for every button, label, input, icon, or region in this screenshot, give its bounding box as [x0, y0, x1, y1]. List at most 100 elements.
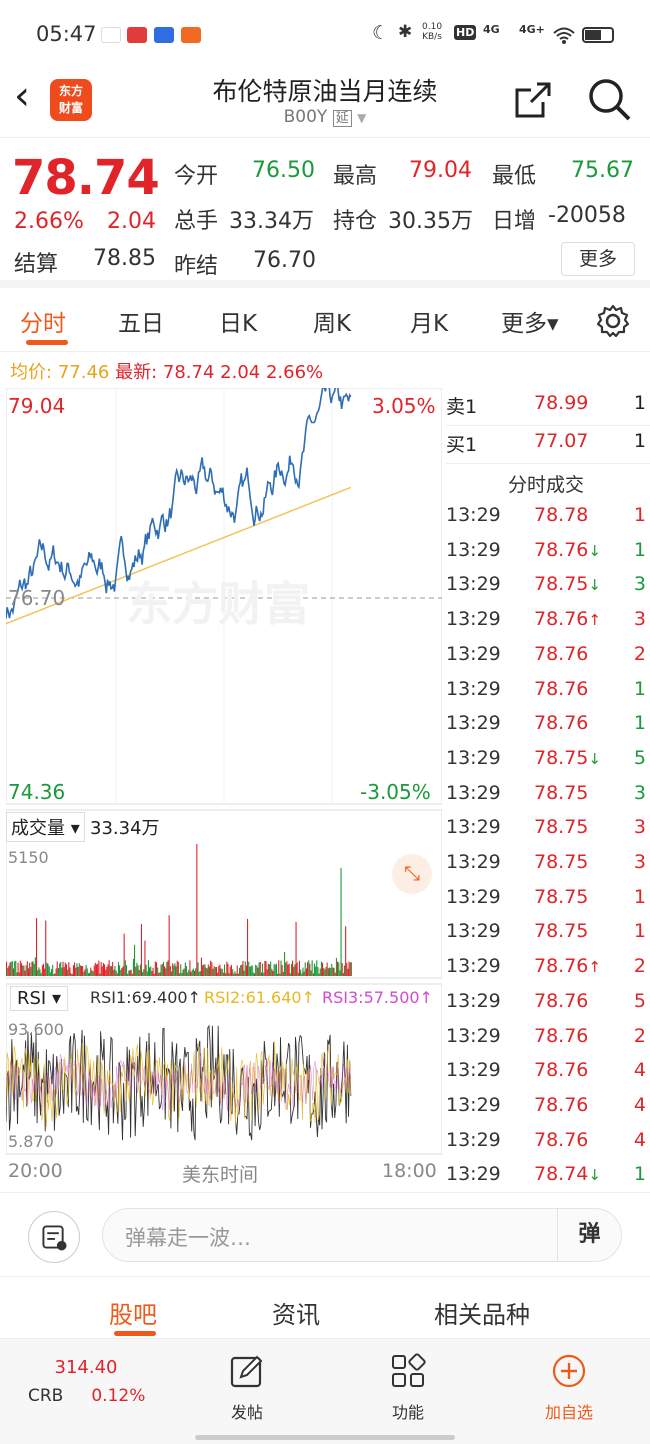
share-icon[interactable] [513, 80, 553, 120]
rsi-dropdown[interactable]: RSI ▾ [10, 986, 69, 1011]
trade-row: 13:29 78.76↑ 2 [446, 955, 650, 989]
trade-time: 13:29 [446, 538, 501, 561]
volume-bar [339, 970, 341, 976]
volume-bar [121, 968, 123, 976]
volume-bar [139, 964, 141, 976]
volume-bar [346, 962, 348, 976]
volume-bar [55, 968, 57, 976]
change-percent: 2.66% [14, 209, 84, 234]
trade-arrow-icon: ↓ [588, 576, 601, 595]
trade-time: 13:29 [446, 989, 501, 1012]
volume-bar [340, 868, 342, 976]
alipay-icon [154, 27, 174, 43]
danmu-input[interactable]: 弹幕走一波… 弹 [102, 1208, 622, 1262]
volume-bar [241, 964, 243, 976]
more-quote-button[interactable]: 更多 [561, 242, 635, 276]
avg-price-line [6, 486, 352, 625]
volume-bar [295, 922, 297, 976]
volume-bar [111, 966, 113, 976]
volume-bar [173, 965, 175, 976]
add-watchlist-button[interactable]: 加自选 [534, 1353, 604, 1423]
comment-list-icon[interactable] [28, 1211, 80, 1263]
search-icon[interactable] [586, 76, 632, 122]
ref-price-label: 76.70 [8, 586, 66, 610]
volume-bar [130, 969, 132, 976]
volume-bar [207, 964, 209, 976]
volume-bar [77, 967, 79, 976]
bluetooth-icon: ✱ [398, 22, 413, 42]
volume-bar [61, 967, 63, 976]
volume-bar [99, 973, 101, 976]
volume-bar [304, 962, 306, 976]
chart-tabs: 分时 五日 日K 周K 月K 更多▾ [0, 296, 650, 352]
trade-volume: 1 [633, 538, 646, 561]
rsi2-value: RSI2:61.640↑ [204, 988, 315, 1007]
gear-icon[interactable] [596, 304, 630, 338]
tab-related[interactable]: 相关品种 [434, 1301, 530, 1329]
tab-monthly-k[interactable]: 月K [410, 311, 449, 337]
volume-bar [188, 970, 190, 976]
volume-bar [107, 964, 109, 976]
trade-row: 13:29 78.75 1 [446, 886, 650, 920]
wifi-icon [553, 27, 575, 44]
volume-bar [229, 966, 231, 976]
tab-more[interactable]: 更多▾ [501, 311, 559, 337]
moon-icon: ☾ [372, 22, 390, 44]
volume-bar [64, 962, 66, 976]
trade-time: 13:29 [446, 781, 501, 804]
volume-bar [316, 960, 318, 976]
volume-bar [234, 971, 236, 976]
volume-bar [122, 966, 124, 976]
volume-bar [309, 963, 311, 976]
volume-dropdown[interactable]: 成交量 ▾ [6, 812, 85, 842]
volume-bar [59, 963, 61, 976]
volume-bar [153, 973, 155, 976]
volume-bar [94, 963, 96, 976]
function-button[interactable]: 功能 [373, 1353, 443, 1423]
trade-time: 13:29 [446, 642, 501, 665]
crb-index[interactable]: 314.40 CRB 0.12% [28, 1357, 146, 1406]
tab-intraday[interactable]: 分时 [20, 311, 66, 337]
rsi1-value: RSI1:69.400↑ [90, 988, 201, 1007]
post-button[interactable]: 发帖 [212, 1353, 282, 1423]
danmu-toggle-button[interactable]: 弹 [557, 1209, 621, 1261]
volume-bar [70, 973, 72, 976]
plus-circle-icon [552, 1354, 586, 1388]
volume-bar [226, 961, 228, 976]
volume-bar [209, 966, 211, 976]
expand-icon[interactable]: ⤡ [392, 854, 432, 894]
intraday-chart[interactable]: 东方财富 79.04 3.05% 76.70 74.36 -3.05% 成交量 … [6, 388, 442, 1188]
trade-volume: 1 [633, 677, 646, 700]
volume-bar [237, 973, 239, 976]
volume-bar [258, 962, 260, 976]
tab-weekly-k[interactable]: 周K [313, 311, 352, 337]
back-icon[interactable]: ‹ [14, 73, 30, 119]
tab-forum[interactable]: 股吧 [109, 1301, 157, 1329]
tab-five-day[interactable]: 五日 [118, 311, 164, 337]
volume-bar [106, 966, 108, 976]
tab-news[interactable]: 资讯 [272, 1301, 320, 1329]
trade-row: 13:29 78.75 3 [446, 816, 650, 850]
trade-price: 78.75↓ [534, 746, 601, 769]
volume-bar [33, 963, 35, 976]
trade-volume: 1 [633, 712, 646, 735]
volume-bar [45, 920, 47, 976]
trade-time: 13:29 [446, 1059, 501, 1082]
trade-price: 78.76 [534, 989, 589, 1012]
active-tab-indicator [26, 340, 68, 345]
home-indicator [195, 1435, 455, 1440]
volume-bar [124, 960, 126, 976]
instrument-code[interactable]: B00Y 延 ▼ [283, 107, 367, 127]
position-value: 30.35万 [388, 209, 473, 234]
volume-bar [204, 964, 206, 976]
volume-bar [281, 965, 283, 976]
trade-price: 78.76 [534, 1024, 589, 1047]
volume-bar [184, 962, 186, 976]
tab-daily-k[interactable]: 日K [219, 311, 258, 337]
volume-bar [131, 973, 133, 976]
volume-bar [140, 923, 142, 976]
volume-bar [190, 971, 192, 976]
volume-bar [222, 972, 224, 976]
volume-bar [117, 962, 119, 976]
prev-settle-label: 昨结 [174, 254, 219, 279]
